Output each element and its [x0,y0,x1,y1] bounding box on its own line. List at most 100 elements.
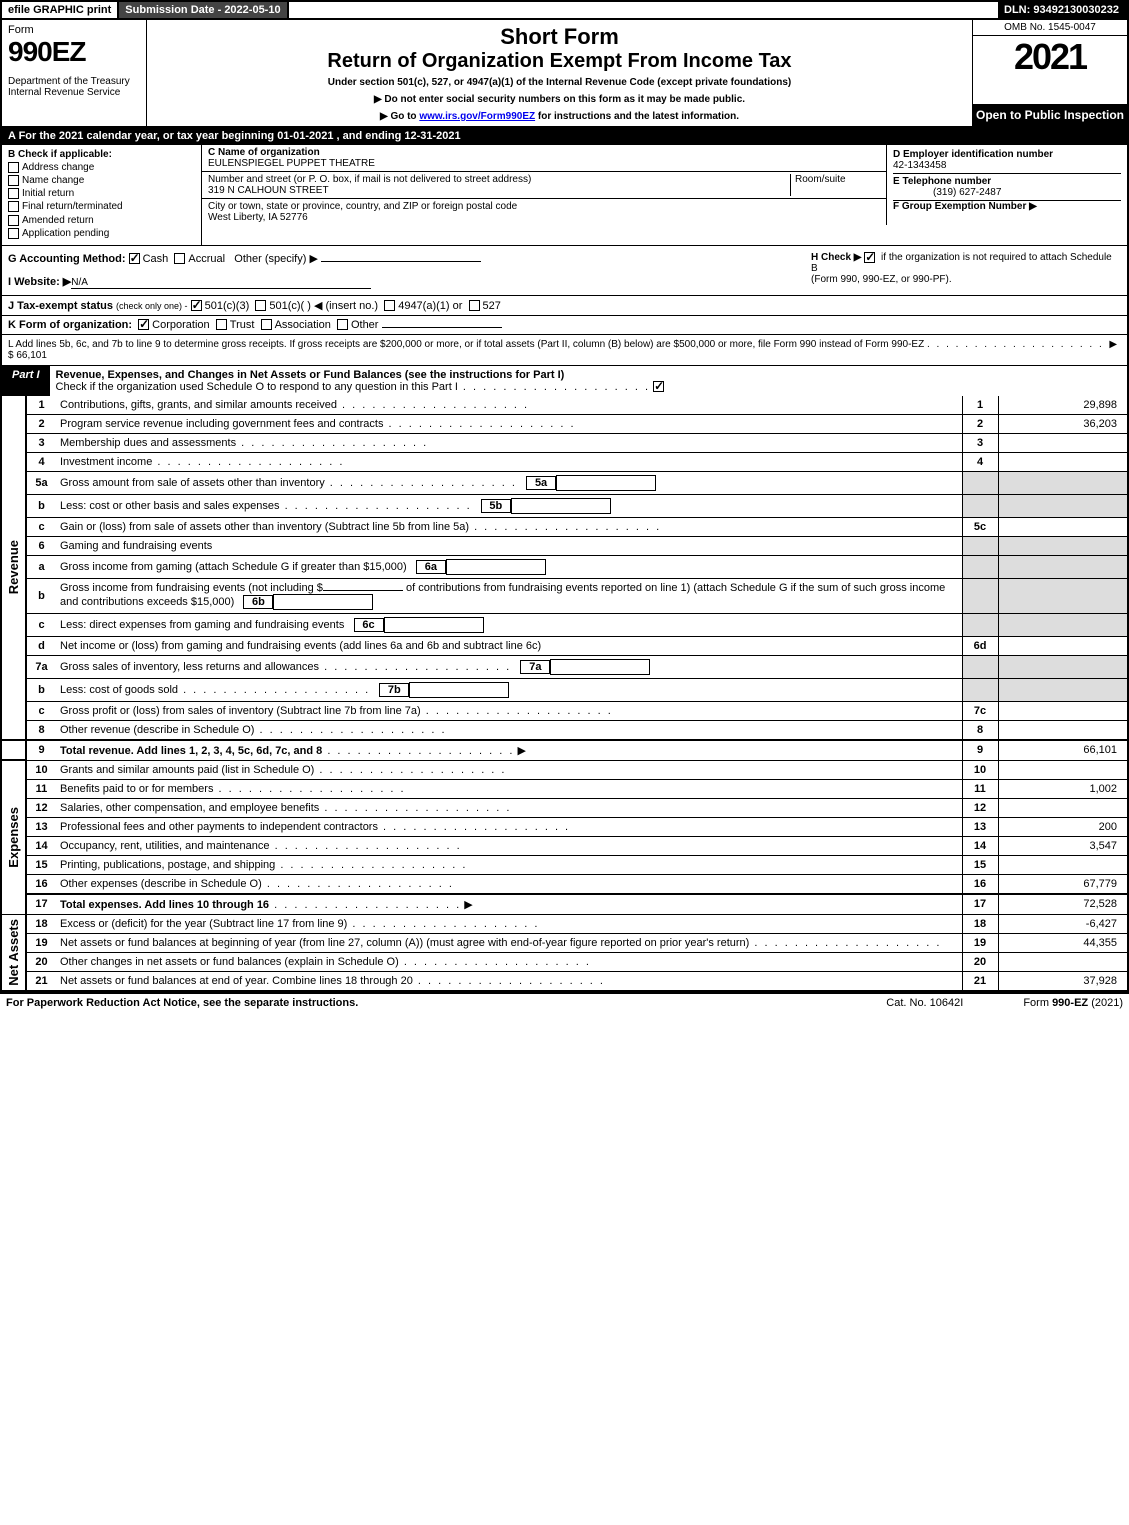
topbar: efile GRAPHIC print Submission Date - 20… [0,0,1129,20]
line-14: 14Occupancy, rent, utilities, and mainte… [1,836,1128,855]
val-3 [998,433,1128,452]
paperwork-notice: For Paperwork Reduction Act Notice, see … [6,997,358,1009]
line-11: 11Benefits paid to or for members111,002 [1,779,1128,798]
header-right: OMB No. 1545-0047 2021 Open to Public In… [972,20,1127,126]
val-11: 1,002 [998,779,1128,798]
cb-initial-return[interactable]: Initial return [8,188,195,199]
part1-label: Part I [2,366,50,396]
cb-accrual[interactable] [174,253,185,264]
ein-value: 42-1343458 [893,160,946,171]
row-j: J Tax-exempt status (check only one) - 5… [0,296,1129,316]
org-name: EULENSPIEGEL PUPPET THEATRE [208,158,375,169]
room-suite-label: Room/suite [790,174,880,196]
line-21: 21Net assets or fund balances at end of … [1,971,1128,991]
val-8 [998,720,1128,740]
footer: For Paperwork Reduction Act Notice, see … [0,992,1129,1012]
c-name-label: C Name of organization [208,147,320,158]
part1-header: Part I Revenue, Expenses, and Changes in… [0,366,1129,396]
line-4: 4Investment income4 [1,452,1128,471]
line-9: 9Total revenue. Add lines 1, 2, 3, 4, 5c… [1,740,1128,761]
cb-application-pending[interactable]: Application pending [8,228,195,239]
val-1: 29,898 [998,396,1128,415]
gross-receipts-value: 66,101 [16,350,47,361]
input-7a[interactable] [550,659,650,675]
line-6d: dNet income or (loss) from gaming and fu… [1,636,1128,655]
form-word: Form [8,24,140,36]
input-6c[interactable] [384,617,484,633]
line-17: 17Total expenses. Add lines 10 through 1… [1,894,1128,915]
cb-cash[interactable] [129,253,140,264]
cb-other[interactable] [337,319,348,330]
val-16: 67,779 [998,874,1128,894]
submission-date: Submission Date - 2022-05-10 [119,2,288,18]
line-13: 13Professional fees and other payments t… [1,817,1128,836]
cb-trust[interactable] [216,319,227,330]
row-h: H Check ▶ if the organization is not req… [811,252,1121,289]
form-ref: Form 990-EZ (2021) [1023,997,1123,1009]
val-12 [998,798,1128,817]
expenses-vlabel: Expenses [6,807,21,868]
line-12: 12Salaries, other compensation, and empl… [1,798,1128,817]
under-section: Under section 501(c), 527, or 4947(a)(1)… [155,77,964,88]
form-number: 990EZ [8,36,140,68]
line-6a: aGross income from gaming (attach Schedu… [1,555,1128,578]
cb-address-change[interactable]: Address change [8,162,195,173]
cb-schedule-b[interactable] [864,252,875,263]
val-4 [998,452,1128,471]
input-6b[interactable] [273,594,373,610]
part1-title: Revenue, Expenses, and Changes in Net As… [50,366,1127,396]
cb-amended-return[interactable]: Amended return [8,215,195,226]
line-10: Expenses 10Grants and similar amounts pa… [1,760,1128,779]
line-6b: bGross income from fundraising events (n… [1,578,1128,613]
row-k: K Form of organization: Corporation Trus… [0,316,1129,335]
input-6a[interactable] [446,559,546,575]
cat-no: Cat. No. 10642I [886,997,963,1009]
cb-schedule-o[interactable] [653,381,664,392]
line-7a: 7aGross sales of inventory, less returns… [1,655,1128,678]
omb-number: OMB No. 1545-0047 [973,20,1127,36]
irs-link[interactable]: www.irs.gov/Form990EZ [419,111,535,122]
netassets-vlabel: Net Assets [6,919,21,986]
efile-label: efile GRAPHIC print [2,2,119,18]
cb-501c[interactable] [255,300,266,311]
other-specify-input[interactable] [321,261,481,262]
line-6c: cLess: direct expenses from gaming and f… [1,613,1128,636]
val-10 [998,760,1128,779]
row-i: I Website: ▶N/A [8,275,811,289]
val-2: 36,203 [998,414,1128,433]
val-15 [998,855,1128,874]
line-7c: cGross profit or (loss) from sales of in… [1,701,1128,720]
cb-527[interactable] [469,300,480,311]
line-7b: bLess: cost of goods sold 7b [1,678,1128,701]
street-value: 319 N CALHOUN STREET [208,185,329,196]
cb-name-change[interactable]: Name change [8,175,195,186]
val-7c [998,701,1128,720]
val-18: -6,427 [998,914,1128,933]
part1-table: Revenue 1Contributions, gifts, grants, a… [0,396,1129,992]
input-7b[interactable] [409,682,509,698]
input-5a[interactable] [556,475,656,491]
input-5b[interactable] [511,498,611,514]
section-c: C Name of organization EULENSPIEGEL PUPP… [202,145,887,225]
row-l: L Add lines 5b, 6c, and 7b to line 9 to … [0,335,1129,366]
val-13: 200 [998,817,1128,836]
title-short: Short Form [155,24,964,50]
line-6: 6Gaming and fundraising events [1,536,1128,555]
tax-year: 2021 [973,36,1127,78]
revenue-vlabel: Revenue [6,540,21,594]
city-value: West Liberty, IA 52776 [208,212,308,223]
cb-association[interactable] [261,319,272,330]
cb-4947[interactable] [384,300,395,311]
cb-final-return[interactable]: Final return/terminated [8,201,195,212]
val-14: 3,547 [998,836,1128,855]
cb-501c3[interactable] [191,300,202,311]
dln: DLN: 93492130030232 [998,2,1127,18]
street-label: Number and street (or P. O. box, if mail… [208,174,531,185]
irs-label: Internal Revenue Service [8,87,140,98]
b-title: B Check if applicable: [8,149,195,160]
val-6d [998,636,1128,655]
cb-corporation[interactable] [138,319,149,330]
header-left: Form 990EZ Department of the Treasury In… [2,20,147,126]
row-g: G Accounting Method: Cash Accrual Other … [8,252,811,265]
val-9: 66,101 [998,740,1128,761]
